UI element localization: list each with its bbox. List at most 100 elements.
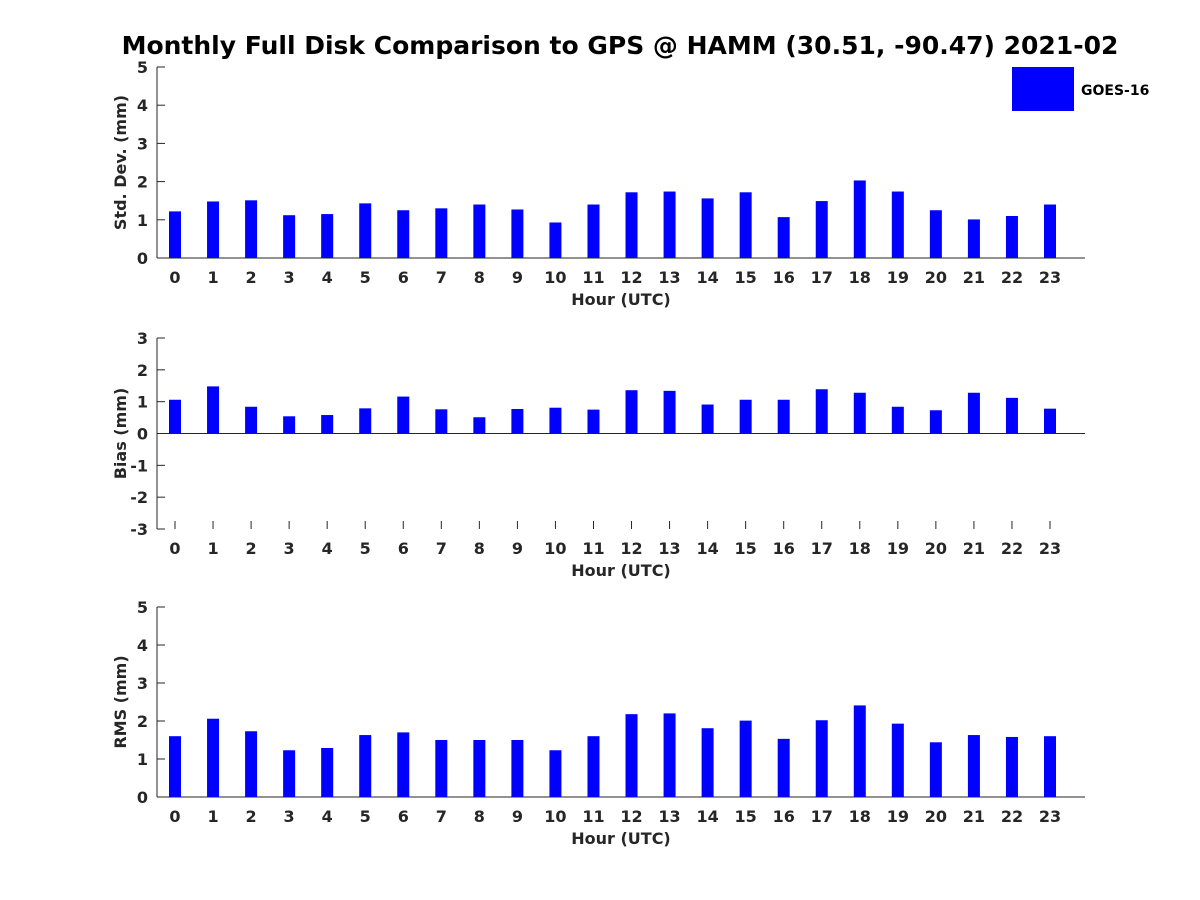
std-y-tick-label: 4 [137, 96, 148, 115]
bias-x-tick-label: 22 [1001, 539, 1023, 558]
bias-x-tick-label: 6 [398, 539, 409, 558]
std-bar-hour-5 [359, 203, 372, 258]
rms-bar-hour-10 [549, 750, 562, 797]
std-x-tick-label: 13 [658, 268, 680, 287]
rms-x-tick-label: 3 [284, 807, 295, 826]
bias-bar-hour-5 [359, 408, 372, 434]
bias-y-tick-label: -2 [130, 488, 148, 507]
rms-x-tick-label: 19 [887, 807, 909, 826]
std-bar-hour-22 [1005, 215, 1018, 258]
bias-x-tick-label: 13 [658, 539, 680, 558]
std-bar-hour-6 [397, 210, 410, 258]
std-bar-hour-4 [321, 214, 334, 258]
bias-x-tick-label: 9 [512, 539, 523, 558]
bias-x-tick-label: 12 [620, 539, 642, 558]
rms-x-tick-label: 4 [322, 807, 333, 826]
rms-bar-hour-20 [929, 742, 942, 797]
std-x-tick-label: 16 [773, 268, 795, 287]
bias-bar-hour-3 [283, 416, 296, 434]
std-x-axis-label: Hour (UTC) [571, 290, 671, 309]
rms-y-tick-label: 3 [137, 674, 148, 693]
std-bar-hour-17 [815, 201, 828, 258]
bias-x-tick-label: 23 [1039, 539, 1061, 558]
rms-bar-hour-21 [967, 735, 980, 797]
rms-bar-hour-3 [283, 750, 296, 797]
bias-bar-hour-1 [207, 386, 220, 434]
bias-y-tick-label: 1 [137, 393, 148, 412]
bias-x-tick-label: 5 [360, 539, 371, 558]
std-x-tick-label: 2 [246, 268, 257, 287]
std-bar-hour-9 [511, 209, 524, 258]
rms-bar-hour-18 [853, 705, 866, 797]
rms-bar-hour-12 [625, 714, 638, 797]
std-bar-hour-10 [549, 222, 562, 258]
bias-x-axis-label: Hour (UTC) [571, 561, 671, 580]
rms-x-tick-label: 2 [246, 807, 257, 826]
rms-bar-hour-4 [321, 747, 334, 797]
legend: GOES-16 [1012, 67, 1149, 111]
legend-label: GOES-16 [1081, 83, 1149, 99]
std-x-tick-label: 14 [696, 268, 718, 287]
std-y-tick-label: 2 [137, 173, 148, 192]
std-x-tick-label: 17 [811, 268, 833, 287]
std-x-tick-label: 9 [512, 268, 523, 287]
bias-bar-hour-9 [511, 408, 524, 434]
std-x-tick-label: 22 [1001, 268, 1023, 287]
bias-bar-hour-2 [245, 406, 258, 434]
std-bar-hour-20 [929, 210, 942, 258]
rms-y-axis-label: RMS (mm) [111, 655, 130, 748]
bias-bar-hour-23 [1044, 408, 1056, 434]
rms-x-axis-label: Hour (UTC) [571, 829, 671, 848]
std-bar-hour-14 [701, 198, 714, 258]
rms-x-tick-label: 11 [582, 807, 604, 826]
bias-x-tick-label: 21 [963, 539, 985, 558]
chart-title: Monthly Full Disk Comparison to GPS @ HA… [122, 31, 1119, 60]
bias-y-tick-label: 2 [137, 361, 148, 380]
rms-x-tick-label: 0 [169, 807, 180, 826]
std-y-tick-label: 5 [137, 58, 148, 77]
rms-x-tick-label: 6 [398, 807, 409, 826]
std-bar-hour-8 [473, 204, 486, 258]
bias-bar-hour-22 [1005, 397, 1018, 434]
std-x-tick-label: 21 [963, 268, 985, 287]
bias-bar-hour-6 [397, 396, 410, 434]
bias-bar-hour-19 [891, 406, 904, 434]
bias-y-tick-label: -1 [130, 456, 148, 475]
std-x-tick-label: 7 [436, 268, 447, 287]
bias-x-tick-label: 2 [246, 539, 257, 558]
bias-x-tick-label: 7 [436, 539, 447, 558]
bias-bar-hour-16 [777, 399, 790, 434]
std-y-tick-label: 3 [137, 134, 148, 153]
bias-x-tick-label: 16 [773, 539, 795, 558]
rms-x-tick-label: 7 [436, 807, 447, 826]
std-x-tick-label: 20 [925, 268, 947, 287]
rms-y-tick-label: 0 [137, 788, 148, 807]
rms-x-tick-label: 12 [620, 807, 642, 826]
bias-bar-hour-4 [321, 415, 334, 434]
std-x-tick-label: 19 [887, 268, 909, 287]
rms-bar-hour-8 [473, 740, 486, 797]
bias-x-tick-label: 8 [474, 539, 485, 558]
bias-x-tick-label: 17 [811, 539, 833, 558]
std-x-tick-label: 1 [207, 268, 218, 287]
bias-bar-hour-8 [473, 417, 486, 434]
std-x-tick-label: 23 [1039, 268, 1061, 287]
rms-bar-hour-23 [1044, 736, 1056, 797]
rms-x-tick-label: 9 [512, 807, 523, 826]
bias-x-tick-label: 4 [322, 539, 333, 558]
std-x-tick-label: 15 [735, 268, 757, 287]
bias-bar-hour-17 [815, 389, 828, 434]
bias-bar-hour-10 [549, 407, 562, 434]
std-x-tick-label: 18 [849, 268, 871, 287]
bias-bar-hour-12 [625, 390, 638, 434]
std-bar-hour-12 [625, 192, 638, 258]
bias-bar-hour-18 [853, 392, 866, 434]
bias-x-tick-label: 10 [544, 539, 566, 558]
rms-x-tick-label: 16 [773, 807, 795, 826]
std-y-tick-label: 1 [137, 211, 148, 230]
rms-y-tick-label: 1 [137, 750, 148, 769]
rms-x-tick-label: 10 [544, 807, 566, 826]
